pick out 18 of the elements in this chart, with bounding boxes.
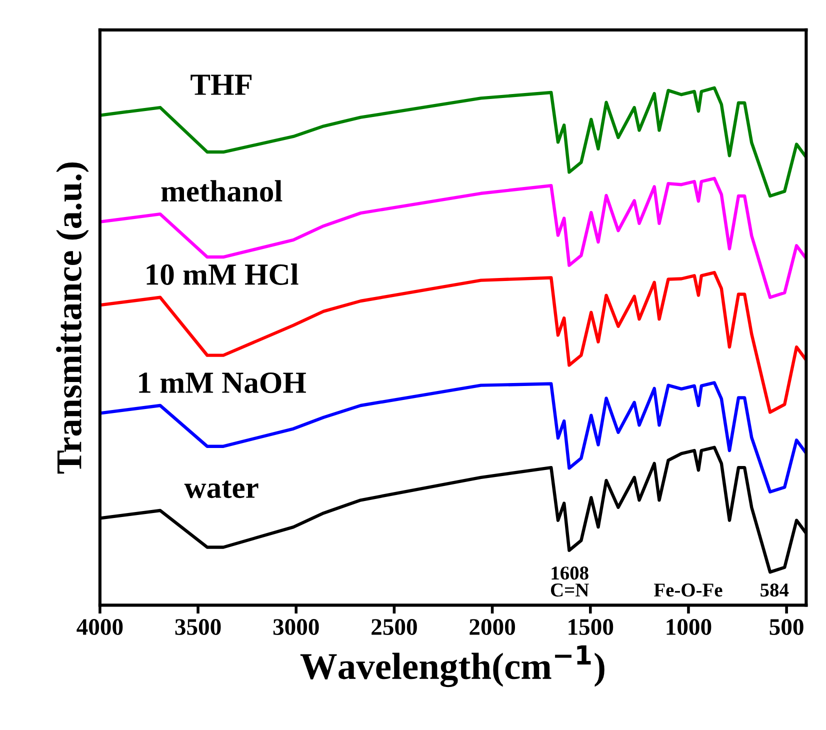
x-tick-label: 2500	[372, 619, 417, 635]
x-axis-title: Wavelength(cm$^{−1}$)	[300, 645, 604, 688]
series-label: water	[184, 480, 258, 498]
x-tick-label: 1500	[568, 619, 614, 635]
x-tick-label: 4000	[76, 619, 123, 635]
annotation: 584	[760, 583, 789, 597]
series-label: THF	[190, 74, 252, 95]
x-tick-label: 1000	[666, 619, 712, 635]
x-tick-label: 3000	[273, 619, 319, 635]
x-tick-label: 500	[770, 619, 804, 635]
series-label: 1 mM NaOH	[139, 372, 306, 394]
y-axis-title: Transmittance (a.u.)	[56, 162, 89, 474]
series-label: 10 mM HCl	[146, 263, 298, 285]
x-tick-label: 3500	[175, 619, 221, 635]
series-label: methanol	[161, 180, 282, 202]
annotation: 1608 C=N	[550, 566, 589, 597]
annotation: Fe-O-Fe	[654, 584, 722, 597]
x-tick-label: 2000	[470, 619, 516, 635]
